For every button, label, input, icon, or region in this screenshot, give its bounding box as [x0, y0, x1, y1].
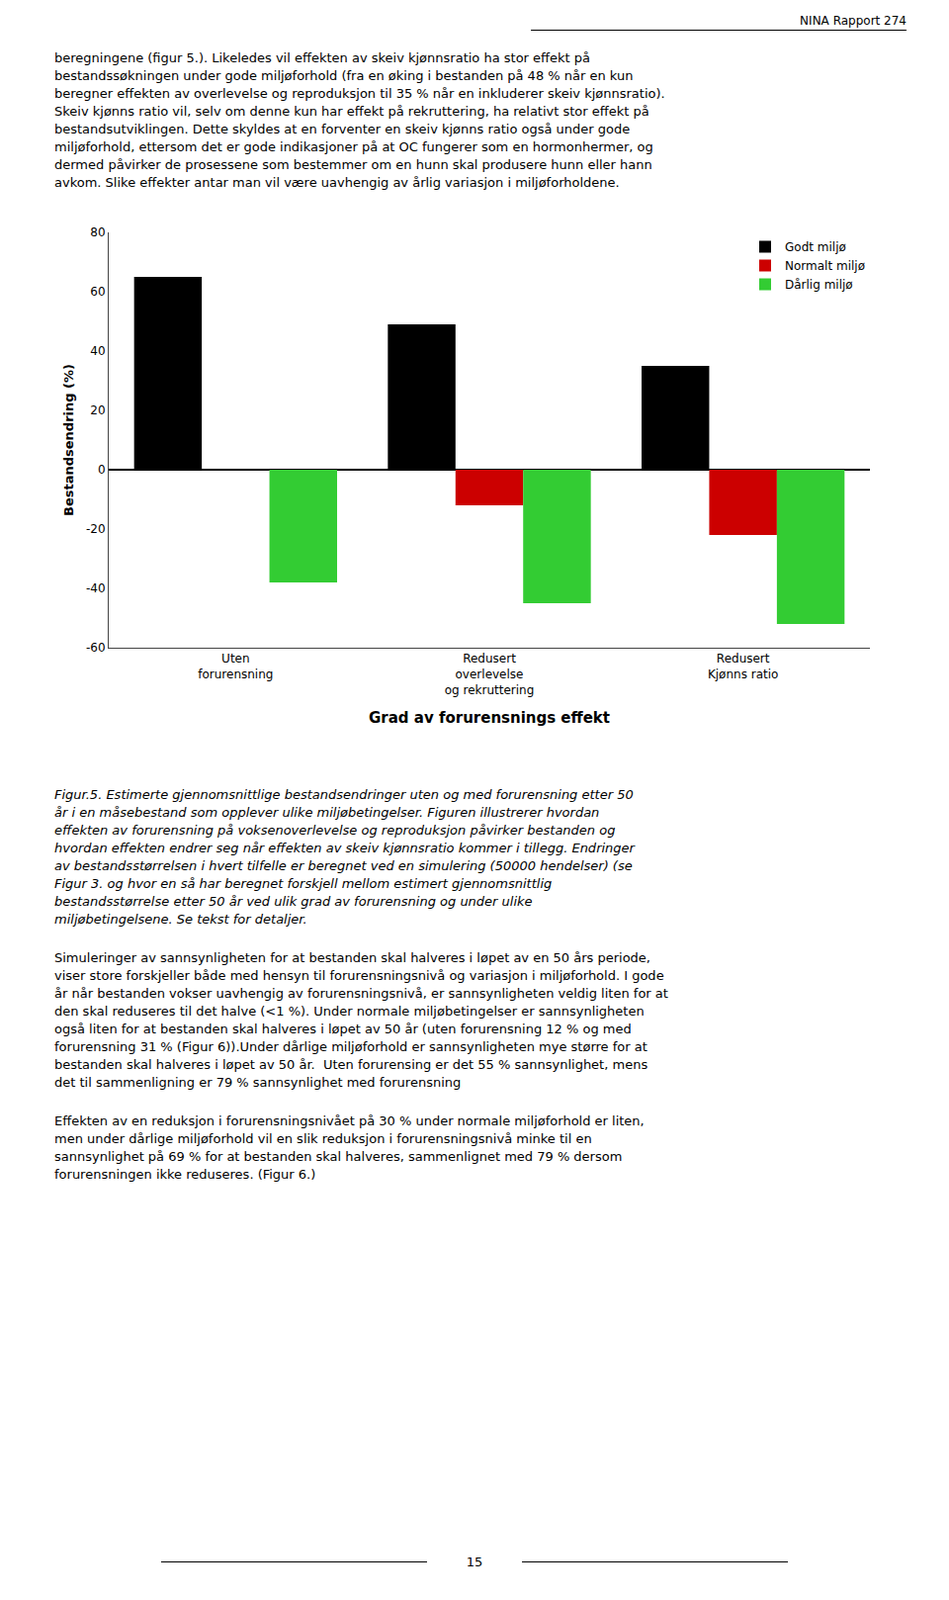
html-text:NINA Rapport 274: NINA Rapport 274: [799, 13, 907, 28]
html-text:Effekten av en reduksjon i for: Effekten av en reduksjon i forurensnings…: [54, 1113, 645, 1182]
svg-text:RedusertKjønns ratio: RedusertKjønns ratio: [707, 651, 779, 682]
html-text:Simuleringer av sannsynlighete: Simuleringer av sannsynligheten for at b…: [54, 949, 669, 1090]
svg-text:Grad av forurensnings effekt: Grad av forurensnings effekt: [368, 708, 610, 727]
svg-text:0: 0: [97, 462, 106, 477]
svg-text:Bestandsendring (%): Bestandsendring (%): [61, 363, 77, 517]
svg-text:Normalt miljø: Normalt miljø: [784, 258, 865, 273]
html-text:Figur.5. Estimerte gjennomsnit: Figur.5. Estimerte gjennomsnittlige best…: [54, 786, 635, 927]
svg-text:Dårlig miljø: Dårlig miljø: [784, 277, 854, 292]
svg-text:-60: -60: [86, 640, 106, 655]
svg-text:Utenforurensning: Utenforurensning: [197, 651, 273, 682]
svg-text:-20: -20: [86, 521, 106, 536]
svg-text:20: 20: [89, 403, 105, 418]
svg-text:40: 40: [89, 344, 105, 358]
svg-text:Redusertoverlevelseog rekrutte: Redusertoverlevelseog rekruttering: [444, 651, 535, 696]
svg-text:-40: -40: [86, 581, 106, 596]
svg-text:80: 80: [89, 225, 105, 240]
svg-text:Godt miljø: Godt miljø: [784, 240, 847, 255]
html-text:beregningene (figur 5.). Likel: beregningene (figur 5.). Likeledes vil e…: [54, 50, 665, 190]
html-text:15: 15: [466, 1553, 483, 1569]
svg-text:60: 60: [89, 284, 105, 299]
